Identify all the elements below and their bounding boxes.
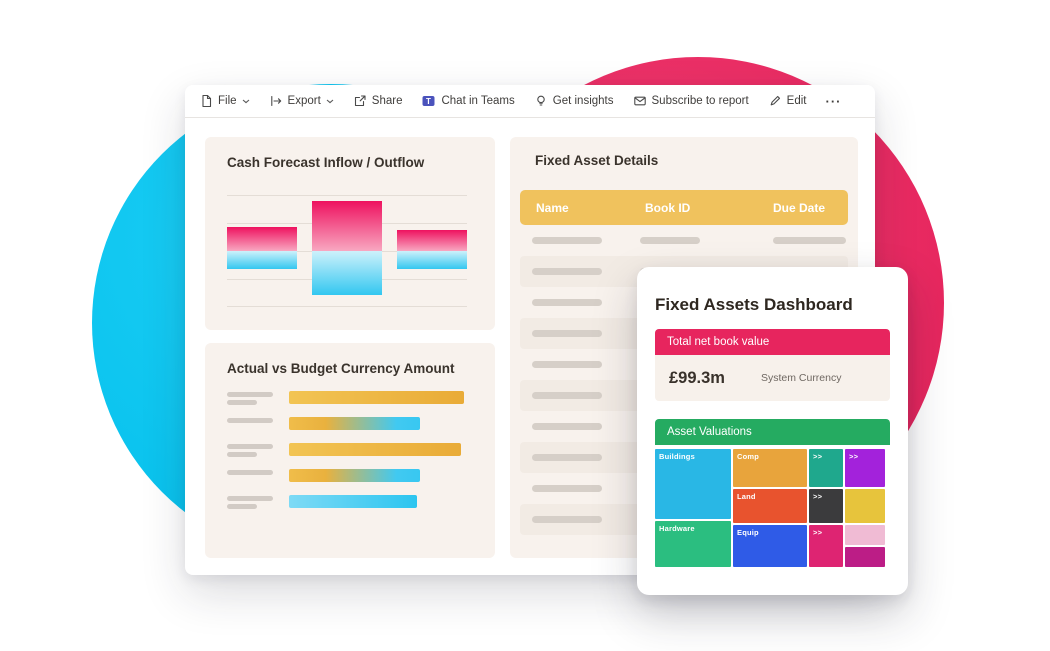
share-button[interactable]: Share <box>353 94 403 108</box>
cell-placeholder <box>532 485 602 492</box>
outflow-bar[interactable] <box>227 251 297 269</box>
kpi-header: Total net book value <box>655 329 890 355</box>
bar-row <box>227 495 473 509</box>
cell-placeholder <box>532 299 602 306</box>
value-bar[interactable] <box>289 417 420 430</box>
bar-row <box>227 469 473 483</box>
cell-placeholder <box>532 423 602 430</box>
chevron-down-icon <box>326 99 334 103</box>
axis-label-placeholder <box>227 470 273 475</box>
fixed-asset-details-title: Fixed Asset Details <box>535 153 659 168</box>
bar-row <box>227 417 473 431</box>
kpi-body: £99.3m System Currency <box>655 355 890 401</box>
treemap-tile-small[interactable]: >> <box>809 525 843 567</box>
chevron-down-icon <box>242 99 249 103</box>
total-net-book-value-card: Total net book value £99.3m System Curre… <box>655 329 890 401</box>
gridline <box>227 195 467 196</box>
cash-forecast-title: Cash Forecast Inflow / Outflow <box>227 155 425 170</box>
table-row <box>520 225 848 256</box>
outflow-bar[interactable] <box>312 251 382 295</box>
value-bar[interactable] <box>289 469 420 482</box>
export-label: Export <box>287 95 321 107</box>
treemap-tile-small[interactable]: >> <box>845 449 885 487</box>
treemap-tile-equip[interactable]: Equip <box>733 525 807 567</box>
file-label: File <box>218 95 237 107</box>
actual-vs-budget-title: Actual vs Budget Currency Amount <box>227 361 455 376</box>
subscribe-button[interactable]: Subscribe to report <box>633 94 749 108</box>
teams-icon: T <box>421 94 436 108</box>
cell-placeholder <box>532 237 602 244</box>
cell-placeholder <box>532 268 602 275</box>
column-header-due-date[interactable]: Due Date <box>773 200 826 215</box>
treemap-tile-small[interactable] <box>845 547 885 567</box>
asset-valuations-card: Asset Valuations Buildings Hardware Comp… <box>655 419 890 567</box>
inflow-bar[interactable] <box>227 227 297 251</box>
kpi-value: £99.3m <box>669 368 725 387</box>
export-button[interactable]: Export <box>269 94 334 108</box>
treemap-tile-hardware[interactable]: Hardware <box>655 521 731 567</box>
bar-row <box>227 391 473 405</box>
inflow-bar[interactable] <box>397 230 467 251</box>
treemap-tile-small[interactable] <box>845 525 885 545</box>
more-options-button[interactable]: ··· <box>825 93 842 109</box>
cell-placeholder <box>532 454 602 461</box>
dashboard-title: Fixed Assets Dashboard <box>655 295 853 314</box>
asset-valuations-header: Asset Valuations <box>655 419 890 445</box>
asset-valuations-treemap: Buildings Hardware Comp Land Equip >> >>… <box>655 449 885 567</box>
treemap-tile-small[interactable] <box>845 489 885 523</box>
chat-in-teams-label: Chat in Teams <box>441 95 515 107</box>
axis-label-placeholder <box>227 418 273 423</box>
share-icon <box>353 94 367 108</box>
actual-vs-budget-panel: Actual vs Budget Currency Amount <box>205 343 495 558</box>
value-bar[interactable] <box>289 443 461 456</box>
cell-placeholder <box>532 516 602 523</box>
export-icon <box>269 94 283 108</box>
share-label: Share <box>371 95 403 107</box>
cash-forecast-panel: Cash Forecast Inflow / Outflow <box>205 137 495 330</box>
chat-in-teams-button[interactable]: T Chat in Teams <box>421 94 515 108</box>
fixed-assets-dashboard-card: Fixed Assets Dashboard Total net book va… <box>637 267 908 595</box>
value-bar[interactable] <box>289 495 417 508</box>
axis-label-placeholder <box>227 444 273 457</box>
treemap-tile-buildings[interactable]: Buildings <box>655 449 731 519</box>
axis-label-placeholder <box>227 392 273 405</box>
report-toolbar: File Export Share T Chat in Teams <box>185 85 875 118</box>
treemap-tile-land[interactable]: Land <box>733 489 807 523</box>
value-bar[interactable] <box>289 391 464 404</box>
edit-button[interactable]: Edit <box>768 94 807 108</box>
lightbulb-icon <box>534 94 548 108</box>
column-header-book-id[interactable]: Book ID <box>645 200 691 215</box>
treemap-tile-small[interactable]: >> <box>809 449 843 487</box>
edit-label: Edit <box>786 95 807 107</box>
kpi-caption: System Currency <box>760 372 842 384</box>
edit-icon <box>768 94 782 108</box>
table-header: Name Book ID Due Date <box>520 190 848 225</box>
file-button[interactable]: File <box>199 94 250 108</box>
svg-text:T: T <box>427 97 432 106</box>
cash-forecast-chart <box>227 195 467 307</box>
cell-placeholder <box>532 361 602 368</box>
get-insights-label: Get insights <box>552 95 614 107</box>
cell-placeholder <box>532 330 602 337</box>
cell-placeholder <box>773 237 846 244</box>
cell-placeholder <box>532 392 602 399</box>
cell-placeholder <box>640 237 700 244</box>
file-icon <box>199 94 213 108</box>
subscribe-label: Subscribe to report <box>651 95 749 107</box>
column-header-name[interactable]: Name <box>536 200 569 215</box>
outflow-bar[interactable] <box>397 251 467 269</box>
axis-label-placeholder <box>227 496 273 509</box>
treemap-tile-comp[interactable]: Comp <box>733 449 807 487</box>
inflow-bar[interactable] <box>312 201 382 251</box>
bar-row <box>227 443 473 457</box>
treemap-tile-small[interactable]: >> <box>809 489 843 523</box>
get-insights-button[interactable]: Get insights <box>534 94 614 108</box>
gridline <box>227 306 467 307</box>
subscribe-icon <box>633 94 647 108</box>
